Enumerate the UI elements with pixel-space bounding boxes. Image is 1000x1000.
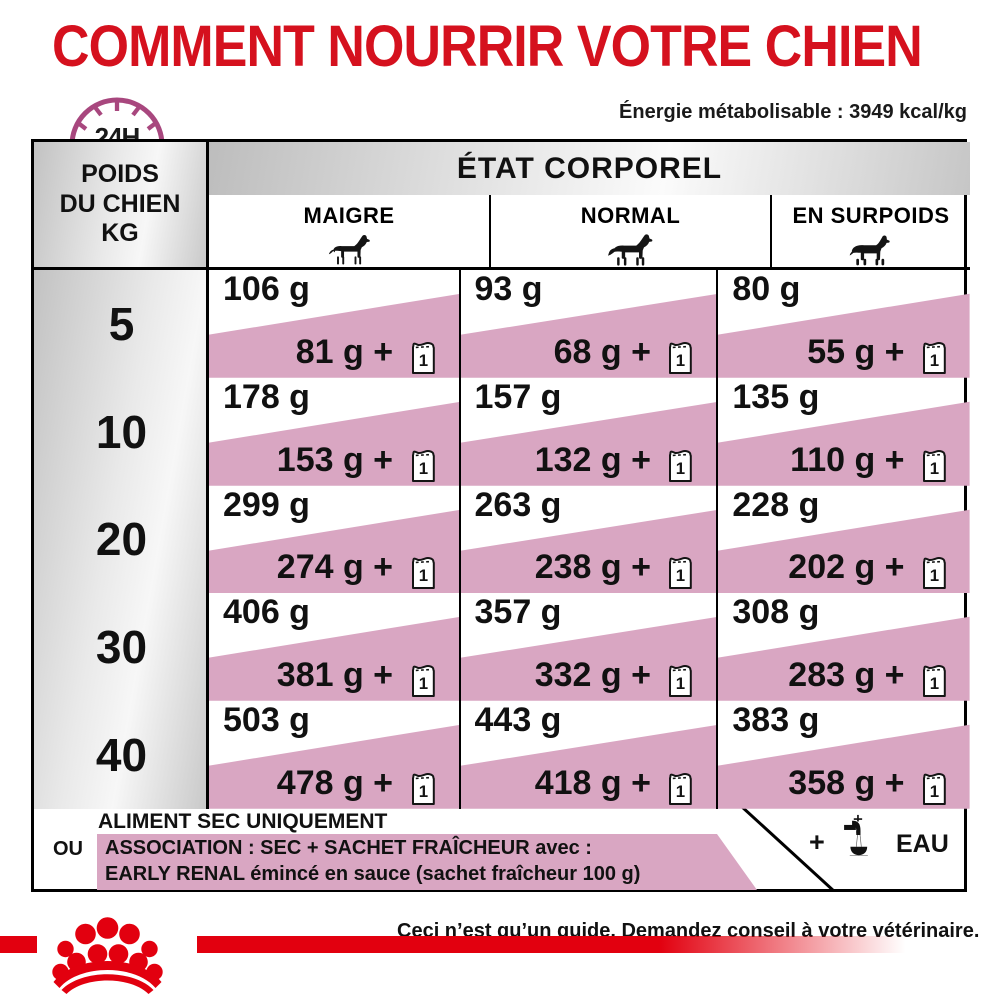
svg-text:1: 1 bbox=[930, 567, 939, 586]
svg-text:1: 1 bbox=[930, 459, 939, 478]
svg-text:1: 1 bbox=[930, 351, 939, 370]
svg-text:1: 1 bbox=[418, 782, 427, 801]
svg-text:1: 1 bbox=[676, 567, 685, 586]
svg-text:1: 1 bbox=[676, 351, 685, 370]
svg-text:1: 1 bbox=[418, 351, 427, 370]
svg-text:1: 1 bbox=[676, 459, 685, 478]
svg-text:1: 1 bbox=[418, 459, 427, 478]
svg-text:1: 1 bbox=[676, 782, 685, 801]
svg-text:1: 1 bbox=[930, 782, 939, 801]
svg-text:1: 1 bbox=[930, 674, 939, 693]
svg-text:1: 1 bbox=[676, 674, 685, 693]
svg-text:1: 1 bbox=[418, 674, 427, 693]
svg-text:1: 1 bbox=[418, 567, 427, 586]
